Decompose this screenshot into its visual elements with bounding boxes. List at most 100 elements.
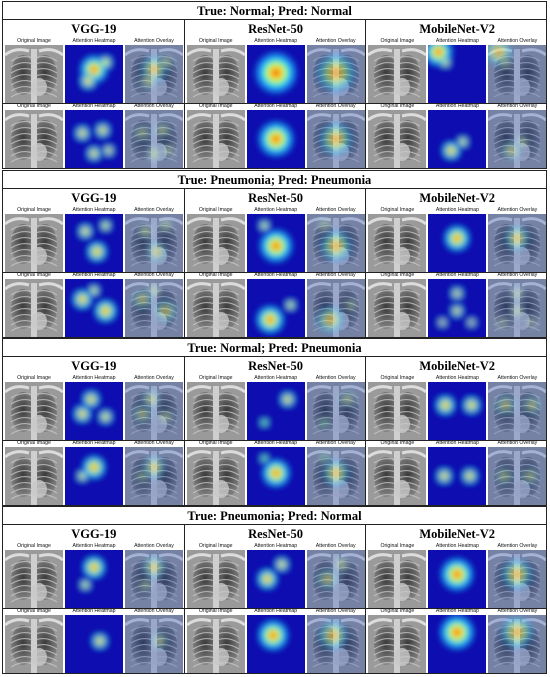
panel-caption: Original Image <box>17 272 51 278</box>
attention-overlay <box>306 550 365 608</box>
panel-caption: Original Image <box>17 440 51 446</box>
model-header: VGG-19 <box>71 527 117 541</box>
attention-heatmap <box>65 447 123 505</box>
xray-image <box>186 382 245 440</box>
panel-caption: Original Image <box>380 38 415 44</box>
column-divider <box>365 525 367 673</box>
panel-caption: Attention Heatmap <box>72 543 116 549</box>
panel-caption: Attention Overlay <box>497 608 538 614</box>
xray-image <box>368 447 427 505</box>
attention-overlay <box>125 214 183 272</box>
panel-caption: Original Image <box>198 543 233 549</box>
column-divider <box>365 189 367 337</box>
panel-caption: Attention Overlay <box>497 272 538 278</box>
panel-caption: Original Image <box>198 375 233 381</box>
attention-overlay <box>306 110 365 168</box>
panel-caption: Original Image <box>380 608 415 614</box>
panel-caption: Original Image <box>17 375 51 381</box>
model-header: ResNet-50 <box>248 191 303 205</box>
xray-image <box>186 45 245 103</box>
attention-overlay <box>125 45 183 103</box>
panel-caption: Original Image <box>198 207 233 213</box>
panel-caption: Attention Heatmap <box>254 440 298 446</box>
row-divider <box>3 272 546 273</box>
section-title: True: Normal; Pred: Normal <box>3 2 546 20</box>
xray-image <box>5 447 63 505</box>
panel-caption: Attention Overlay <box>497 207 538 213</box>
column-divider <box>183 20 185 168</box>
panel-caption: Original Image <box>17 608 51 614</box>
panel-caption: Attention Overlay <box>315 440 356 446</box>
panel-caption: Attention Overlay <box>315 272 356 278</box>
xray-image <box>368 279 427 337</box>
attention-heatmap <box>428 615 487 673</box>
panel-caption: Attention Overlay <box>134 103 174 109</box>
panel-caption: Attention Heatmap <box>254 543 298 549</box>
panel-caption: Attention Overlay <box>134 38 174 44</box>
xray-image <box>368 615 427 673</box>
panel-caption: Original Image <box>17 38 51 44</box>
panel-caption: Original Image <box>198 38 233 44</box>
attention-overlay <box>488 447 547 505</box>
xray-image <box>186 110 245 168</box>
panel-caption: Attention Heatmap <box>435 38 479 44</box>
column-divider <box>183 357 185 505</box>
panel-caption: Attention Heatmap <box>254 375 298 381</box>
attention-overlay <box>306 447 365 505</box>
panel-caption: Attention Heatmap <box>435 272 479 278</box>
panel-caption: Attention Overlay <box>497 543 538 549</box>
row-divider <box>3 440 546 441</box>
panel-caption: Original Image <box>17 207 51 213</box>
figure-section: True: Normal; Pred: Pneumonia VGG-19 Origi… <box>2 338 547 506</box>
panel-caption: Original Image <box>380 543 415 549</box>
attention-overlay <box>488 550 547 608</box>
attention-heatmap <box>428 550 487 608</box>
panel-caption: Attention Overlay <box>315 38 356 44</box>
attention-heatmap <box>65 550 123 608</box>
model-header: MobileNet-V2 <box>419 527 496 541</box>
xray-image <box>5 279 63 337</box>
xray-image <box>186 447 245 505</box>
panel-caption: Attention Heatmap <box>435 207 479 213</box>
model-header: ResNet-50 <box>248 359 303 373</box>
figure-section: True: Pneumonia; Pred: Normal VGG-19 Origi… <box>2 506 547 674</box>
xray-image <box>186 615 245 673</box>
attention-overlay <box>125 382 183 440</box>
xray-image <box>5 214 63 272</box>
model-header: VGG-19 <box>71 359 117 373</box>
attention-heatmap <box>428 382 487 440</box>
xray-image <box>5 382 63 440</box>
attention-heatmap <box>428 110 487 168</box>
panel-caption: Attention Heatmap <box>254 103 298 109</box>
xray-image <box>186 279 245 337</box>
panel-caption: Original Image <box>198 608 233 614</box>
attention-heatmap <box>428 214 487 272</box>
panel-caption: Attention Heatmap <box>72 38 116 44</box>
xray-image <box>186 214 245 272</box>
panel-caption: Attention Overlay <box>315 375 356 381</box>
panel-caption: Attention Heatmap <box>72 608 116 614</box>
attention-overlay <box>125 550 183 608</box>
panel-caption: Original Image <box>380 375 415 381</box>
attention-overlay <box>306 279 365 337</box>
column-divider <box>365 20 367 168</box>
attention-heatmap <box>246 550 305 608</box>
attention-heatmap <box>246 45 305 103</box>
panel-caption: Original Image <box>380 103 415 109</box>
model-header: MobileNet-V2 <box>419 191 496 205</box>
panel-caption: Attention Overlay <box>315 543 356 549</box>
xray-image <box>368 110 427 168</box>
panel-caption: Attention Heatmap <box>435 103 479 109</box>
attention-heatmap <box>65 214 123 272</box>
section-title: True: Pneumonia; Pred: Pneumonia <box>3 171 546 189</box>
xray-image <box>368 214 427 272</box>
attention-overlay <box>306 45 365 103</box>
panel-caption: Attention Heatmap <box>435 440 479 446</box>
panel-caption: Attention Overlay <box>497 440 538 446</box>
panel-caption: Attention Heatmap <box>254 608 298 614</box>
panel-caption: Original Image <box>380 207 415 213</box>
attention-heatmap <box>428 447 487 505</box>
attention-overlay <box>306 214 365 272</box>
model-header: ResNet-50 <box>248 527 303 541</box>
